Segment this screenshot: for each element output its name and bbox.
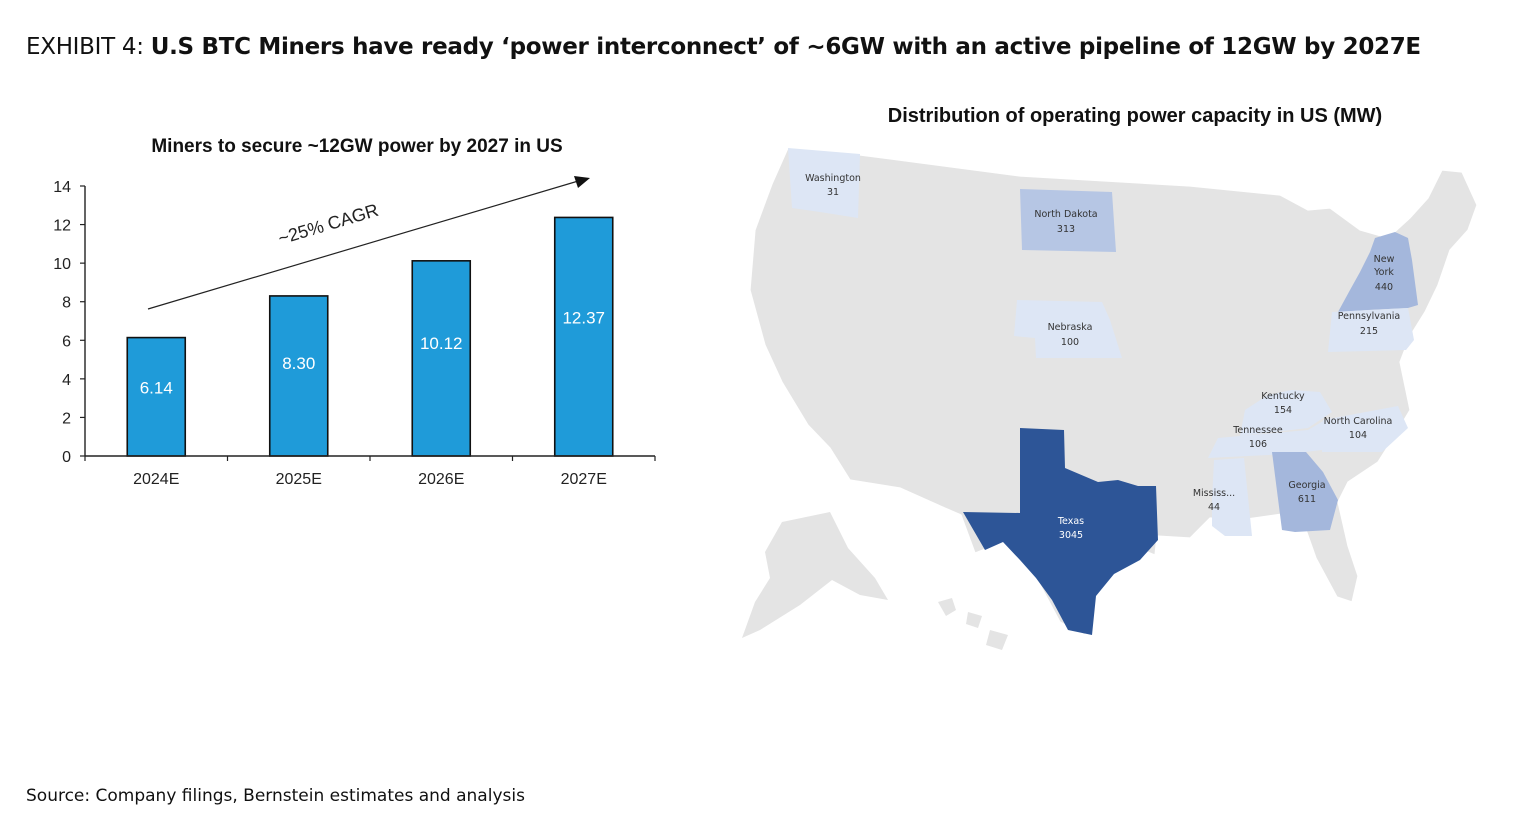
- label-tennessee-value: 106: [1249, 439, 1267, 450]
- label-kentucky-value: 154: [1274, 405, 1292, 416]
- state-nebraska: [1014, 300, 1122, 358]
- bar-value-label: 8.30: [282, 354, 315, 373]
- source-note: Source: Company filings, Bernstein estim…: [26, 786, 525, 806]
- label-washington-name: Washington: [805, 173, 861, 184]
- label-pennsylvania-value: 215: [1360, 326, 1378, 337]
- us-map-chart: Distribution of operating power capacity…: [742, 105, 1478, 650]
- state-georgia: [1272, 452, 1338, 532]
- hawaii-shape: [938, 598, 1008, 650]
- x-category-label: 2026E: [418, 471, 464, 488]
- y-tick-label: 6: [62, 333, 71, 350]
- exhibit-prefix: EXHIBIT 4:: [26, 34, 151, 60]
- y-tick-label: 2: [62, 410, 71, 427]
- exhibit-headline: U.S BTC Miners have ready ‘power interco…: [150, 34, 1421, 60]
- y-tick-label: 8: [62, 295, 71, 312]
- bar-value-label: 10.12: [420, 334, 463, 353]
- label-nebraska-name: Nebraska: [1048, 322, 1093, 333]
- state-kentucky: [1240, 390, 1332, 436]
- y-tick-label: 4: [62, 372, 71, 389]
- label-north-carolina-name: North Carolina: [1324, 416, 1393, 427]
- label-washington-value: 31: [827, 187, 839, 198]
- y-tick-label: 12: [53, 218, 71, 235]
- cagr-annotation: ~25% CAGR: [276, 200, 381, 249]
- label-new-york-name-1: New: [1374, 254, 1395, 265]
- bar-2027E: [553, 216, 614, 457]
- bar-value-label: 12.37: [562, 309, 605, 328]
- label-texas-value: 3045: [1059, 530, 1083, 541]
- label-kentucky-name: Kentucky: [1261, 391, 1305, 402]
- map-chart-title: Distribution of operating power capacity…: [888, 105, 1382, 127]
- state-north-carolina: [1322, 406, 1408, 452]
- label-mississippi-value: 44: [1208, 502, 1220, 513]
- label-north-carolina-value: 104: [1349, 430, 1367, 441]
- label-mississippi-name: Mississ...: [1193, 488, 1235, 499]
- label-pennsylvania-name: Pennsylvania: [1338, 311, 1400, 322]
- label-tennessee-name: Tennessee: [1232, 425, 1283, 436]
- y-tick-label: 10: [53, 256, 71, 273]
- state-pennsylvania: [1328, 308, 1414, 352]
- bar-2025E: [268, 295, 329, 457]
- x-category-label: 2024E: [133, 471, 179, 488]
- state-mississippi: [1212, 458, 1252, 536]
- label-new-york-name-2: York: [1373, 267, 1394, 278]
- bar-2026E: [411, 260, 472, 457]
- bar-chart-title: Miners to secure ~12GW power by 2027 in …: [151, 136, 562, 157]
- bar-marks: 0 2 4 6 8 10 12 14 6.14 2024E 8.30 2025E 10.12 2026E 1…: [53, 179, 656, 488]
- cagr-arrow-line: [147, 178, 586, 310]
- y-tick-label: 14: [53, 179, 71, 196]
- label-georgia-name: Georgia: [1288, 480, 1325, 491]
- state-tennessee: [1208, 420, 1325, 458]
- cagr-arrowhead: [574, 176, 590, 188]
- label-nebraska-value: 100: [1061, 337, 1079, 348]
- y-tick-label: 0: [62, 449, 71, 466]
- alaska-shape: [742, 512, 888, 638]
- exhibit-title: EXHIBIT 4: U.S BTC Miners have ready ‘po…: [26, 34, 1421, 60]
- label-texas-name: Texas: [1057, 516, 1084, 527]
- bar-chart: Miners to secure ~12GW power by 2027 in …: [53, 136, 656, 488]
- bar-2024E: [126, 336, 187, 457]
- label-new-york-value: 440: [1375, 282, 1393, 293]
- x-category-label: 2027E: [561, 471, 607, 488]
- label-north-dakota-value: 313: [1057, 224, 1075, 235]
- state-north-dakota: [1020, 189, 1116, 252]
- bar-value-label: 6.14: [140, 378, 173, 397]
- state-washington: [788, 148, 860, 218]
- x-category-label: 2025E: [276, 471, 322, 488]
- state-texas: [963, 428, 1158, 635]
- label-north-dakota-name: North Dakota: [1034, 209, 1097, 220]
- label-georgia-value: 611: [1298, 494, 1316, 505]
- state-new-york: [1338, 232, 1418, 312]
